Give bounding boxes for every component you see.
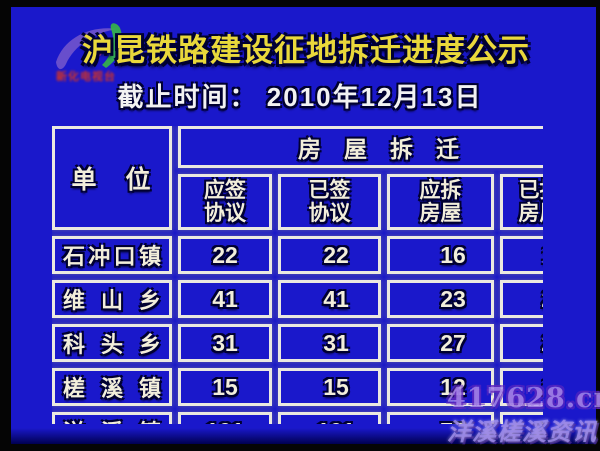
value-cell: 41 bbox=[178, 280, 272, 318]
value-cell: 15 bbox=[278, 368, 381, 406]
column-header-agreements-signed: 已签 协议 bbox=[278, 174, 381, 230]
column-header-unit: 单 位 bbox=[52, 126, 172, 230]
header-line: 应拆 bbox=[419, 179, 462, 202]
page-title: 沪昆铁路建设征地拆迁进度公示 bbox=[82, 33, 530, 68]
value-cell: 16 bbox=[387, 236, 494, 274]
column-header-house-demolition: 房 屋 拆 迁 bbox=[178, 126, 543, 168]
deadline-date: 2010年12月13日 bbox=[266, 82, 483, 112]
station-logo: 新化电视台 bbox=[48, 22, 158, 88]
station-logo-text: 新化电视台 bbox=[56, 71, 116, 83]
column-header-agreements-due: 应签 协议 bbox=[178, 174, 272, 230]
value-cell: 72 bbox=[500, 412, 543, 424]
unit-cell: 洋溪镇 bbox=[52, 412, 172, 424]
table-header-row-group: 单 位 房 屋 拆 迁 bbox=[52, 126, 543, 230]
watermark-caption: 洋溪槎溪资讯 bbox=[447, 417, 597, 446]
value-cell: 12 bbox=[500, 368, 543, 406]
header-line: 房屋 bbox=[419, 202, 462, 225]
table-row: 石冲口镇 22 22 16 16 bbox=[52, 236, 543, 274]
column-header-houses-demolished: 已拆房屋 bbox=[500, 174, 543, 230]
value-cell: 101 bbox=[278, 412, 381, 424]
value-cell: 41 bbox=[278, 280, 381, 318]
table-row: 洋溪镇 101 101 72 72 bbox=[52, 412, 543, 424]
unit-cell: 科头乡 bbox=[52, 324, 172, 362]
unit-cell: 维山乡 bbox=[52, 280, 172, 318]
value-cell: 15 bbox=[178, 368, 272, 406]
header-line: 应签 bbox=[204, 179, 246, 202]
value-cell: 101 bbox=[178, 412, 272, 424]
deadline-line: 截止时间： 2010年12月13日 bbox=[0, 82, 600, 113]
value-cell: 72 bbox=[387, 412, 494, 424]
unit-cell: 槎溪镇 bbox=[52, 368, 172, 406]
value-cell: 31 bbox=[178, 324, 272, 362]
value-cell: 23 bbox=[387, 280, 494, 318]
table-row: 维山乡 41 41 23 23 bbox=[52, 280, 543, 318]
value-cell: 27 bbox=[500, 324, 543, 362]
value-cell: 22 bbox=[278, 236, 381, 274]
column-header-houses-due: 应拆 房屋 bbox=[387, 174, 494, 230]
unit-cell: 石冲口镇 bbox=[52, 236, 172, 274]
table-row: 科头乡 31 31 27 27 bbox=[52, 324, 543, 362]
station-logo-swoosh-icon bbox=[56, 23, 123, 70]
value-cell: 16 bbox=[500, 236, 543, 274]
header-line: 已拆 bbox=[518, 179, 544, 202]
value-cell: 12 bbox=[387, 368, 494, 406]
header-line: 协议 bbox=[204, 202, 246, 225]
header-line: 协议 bbox=[308, 202, 351, 225]
value-cell: 23 bbox=[500, 280, 543, 318]
watermark-url: 417628.cn bbox=[447, 383, 600, 414]
value-cell: 27 bbox=[387, 324, 494, 362]
header-line: 房屋 bbox=[518, 202, 544, 225]
value-cell: 22 bbox=[178, 236, 272, 274]
value-cell: 31 bbox=[278, 324, 381, 362]
table-row: 槎溪镇 15 15 12 12 bbox=[52, 368, 543, 406]
deadline-label: 截止时间： bbox=[117, 82, 258, 112]
header-line: 已签 bbox=[308, 179, 351, 202]
